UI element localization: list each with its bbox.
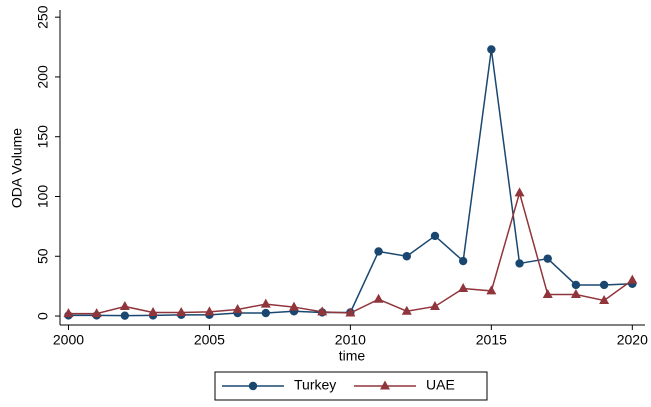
marker: [487, 45, 496, 54]
marker: [260, 298, 271, 308]
marker: [486, 285, 497, 295]
marker: [430, 231, 440, 241]
marker: [599, 294, 610, 304]
marker: [176, 306, 187, 316]
y-tick-label: 50: [35, 248, 51, 264]
marker: [514, 187, 525, 197]
marker: [373, 293, 384, 303]
marker: [374, 247, 383, 256]
marker: [458, 283, 469, 293]
marker: [248, 381, 258, 391]
legend: Turkey UAE: [214, 371, 488, 401]
x-tick-label: 2000: [53, 332, 84, 348]
x-tick-label: 2020: [617, 332, 648, 348]
marker: [119, 300, 130, 310]
marker: [402, 252, 411, 261]
x-tick-label: 2005: [194, 332, 225, 348]
marker: [345, 307, 356, 317]
marker: [380, 380, 390, 390]
y-tick-label: 100: [35, 185, 51, 209]
marker: [120, 311, 130, 320]
marker: [91, 308, 102, 318]
marker: [599, 280, 609, 290]
marker: [458, 256, 468, 266]
marker: [232, 303, 243, 313]
y-tick-label: 200: [35, 65, 51, 89]
marker: [401, 305, 412, 315]
y-tick-label: 150: [35, 125, 51, 149]
legend-label: UAE: [426, 377, 455, 393]
marker: [148, 306, 159, 316]
marker: [515, 259, 524, 268]
marker: [204, 306, 215, 316]
marker: [261, 308, 271, 318]
x-tick-label: 2015: [476, 332, 507, 348]
x-axis-label: time: [339, 348, 366, 364]
x-tick-label: 2010: [335, 332, 366, 348]
series-line: [68, 49, 633, 317]
marker: [289, 301, 299, 311]
marker: [543, 254, 552, 263]
y-tick-label: 0: [35, 312, 51, 320]
marker: [570, 289, 581, 299]
marker: [627, 274, 638, 284]
marker: [571, 280, 581, 290]
y-axis-label: ODA Volume: [9, 128, 25, 208]
y-tick-label: 250: [35, 5, 51, 29]
marker: [429, 300, 440, 310]
marker: [542, 289, 553, 299]
marker: [63, 308, 74, 318]
legend-label: Turkey: [294, 377, 336, 393]
marker: [317, 306, 328, 316]
